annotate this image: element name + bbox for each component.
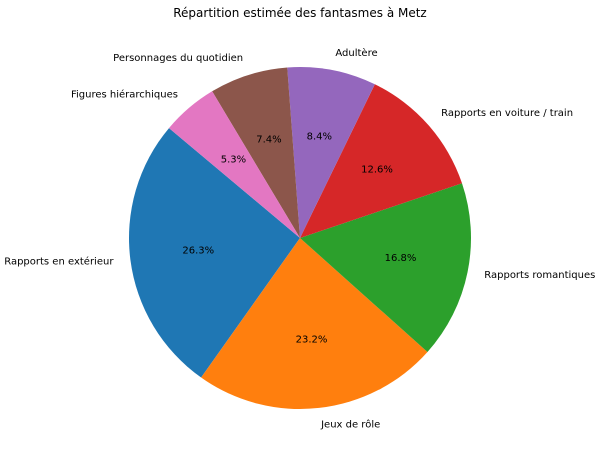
slice-category-label: Rapports en voiture / train [441,108,573,119]
slice-category-label: Jeux de rôle [320,418,380,430]
chart-title: Répartition estimée des fantasmes à Metz [173,6,426,20]
pie-slice [201,238,428,410]
slice-category-label: Figures hiérarchiques [71,88,178,100]
slice-percentage-label: 5.3% [221,154,246,165]
slice-percentage-label: 23.2% [296,334,328,345]
slice-percentage-label: 7.4% [256,135,281,146]
pie-slice [128,128,300,378]
slice-category-label: Personnages du quotidien [113,53,243,64]
slice-category-label: Adultère [335,47,377,59]
slice-category-label: Rapports romantiques [484,270,595,281]
pie-labels: 26.3% Rapports en extérieur 23.2% Jeux de r… [4,47,595,431]
slice-percentage-label: 16.8% [385,253,417,264]
slice-percentage-label: 26.3% [182,246,214,257]
pie-slice [212,67,300,238]
pie-slice [300,84,462,238]
slice-percentage-label: 12.6% [361,165,393,176]
pie-slice [300,183,472,352]
slice-category-label: Rapports en extérieur [4,256,114,268]
slice-percentage-label: 8.4% [307,132,332,143]
pie-slice [169,91,300,238]
pie-slice [287,67,375,238]
pie-slices [128,67,472,410]
